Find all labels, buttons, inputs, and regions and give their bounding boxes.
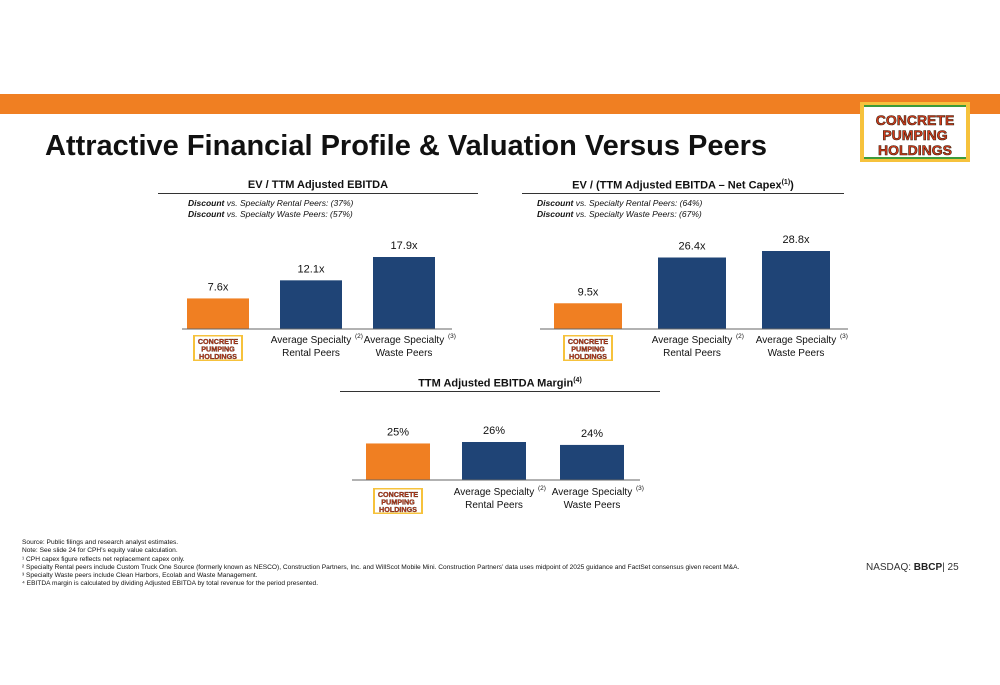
margin-rental-label: Average Specialty Rental Peers (2) — [454, 485, 546, 511]
ev-ebitda-data-label-1: 12.1x — [298, 263, 325, 275]
ev-ebitda-waste-label-note: (3) — [448, 333, 456, 340]
margin-bar-2 — [560, 444, 624, 480]
ev-capex-discounts: Discount vs. Specialty Rental Peers: (64… — [537, 198, 702, 220]
margin-waste-label-note: (3) — [636, 485, 644, 492]
margin-waste-label-line2: Waste Peers — [564, 500, 621, 511]
svg-text:HOLDINGS: HOLDINGS — [878, 142, 952, 158]
ev-ebitda-waste-label-line2: Waste Peers — [376, 348, 433, 359]
page-number: | 25 — [942, 562, 959, 573]
margin-data-label-0: 25% — [387, 426, 409, 438]
ev-ebitda-rental-label-line1: Average Specialty — [271, 335, 351, 346]
ev-capex-discount-rental: Discount vs. Specialty Rental Peers: (64… — [537, 198, 703, 208]
svg-text:HOLDINGS: HOLDINGS — [199, 352, 237, 361]
ev-ebitda-discount-rental: Discount vs. Specialty Rental Peers: (37… — [188, 198, 354, 208]
ev-capex-data-label-2: 28.8x — [783, 234, 810, 246]
page-title: Attractive Financial Profile & Valuation… — [45, 130, 768, 162]
ev-capex-waste-label: Average Specialty Waste Peers (3) — [756, 333, 848, 359]
footnote-4: ⁴ EBITDA margin is calculated by dividin… — [22, 580, 319, 588]
ev-ebitda-waste-label-line1: Average Specialty — [364, 335, 444, 346]
ev-ebitda-data-label-2: 17.9x — [391, 240, 418, 252]
ev-capex-data-label-0: 9.5x — [578, 286, 599, 298]
ev-ebitda-bar-1 — [280, 280, 342, 329]
header-accent-bar — [0, 94, 1000, 114]
ev-ebitda-title: EV / TTM Adjusted EBITDA — [247, 179, 389, 191]
margin-bar-0 — [366, 443, 430, 480]
ev-capex-waste-label-note: (3) — [840, 333, 848, 340]
ev-capex-rental-label-line2: Rental Peers — [663, 348, 721, 359]
margin-rental-label-line1: Average Specialty — [454, 487, 534, 498]
ev-ebitda-bar-0 — [187, 298, 249, 329]
margin-title: TTM Adjusted EBITDA Margin(4) — [418, 377, 582, 390]
margin-data-label-2: 24% — [581, 428, 603, 440]
company-logo-graphic: CONCRETE PUMPING HOLDINGS — [860, 102, 970, 162]
ev-ebitda-discounts: Discount vs. Specialty Rental Peers: (37… — [188, 198, 353, 220]
ev-capex-waste-label-line1: Average Specialty — [756, 335, 836, 346]
ev-capex-rental-label-line1: Average Specialty — [652, 335, 732, 346]
svg-text:HOLDINGS: HOLDINGS — [569, 352, 607, 361]
ev-capex-discount-waste: Discount vs. Specialty Waste Peers: (67%… — [537, 209, 702, 219]
ev-ebitda-data-label-0: 7.6x — [208, 281, 229, 293]
svg-text:CONCRETE: CONCRETE — [568, 337, 609, 346]
footnote-source: Source: Public filings and research anal… — [22, 539, 179, 546]
ev-capex-waste-label-line2: Waste Peers — [768, 348, 825, 359]
footnotes: Source: Public filings and research anal… — [22, 539, 739, 589]
margin-title-rule — [340, 391, 660, 392]
svg-text:PUMPING: PUMPING — [882, 127, 947, 143]
margin-data-label-1: 26% — [483, 425, 505, 437]
ev-ebitda-rental-label-note: (2) — [355, 333, 363, 340]
footnote-1: ¹ CPH capex figure reflects net replacem… — [22, 555, 185, 563]
ev-ebitda-discount-waste: Discount vs. Specialty Waste Peers: (57%… — [188, 209, 353, 219]
footnote-2: ² Specialty Rental peers include Custom … — [22, 563, 740, 571]
footnote-3: ³ Specialty Waste peers include Clean Ha… — [22, 572, 258, 580]
margin-rental-label-line2: Rental Peers — [465, 500, 523, 511]
page-footer: NASDAQ: BBCP| 25 — [866, 562, 959, 573]
ev-ebitda-bar-2 — [373, 257, 435, 329]
footnote-note: Note: See slide 24 for CPH’s equity valu… — [22, 547, 178, 555]
svg-text:PUMPING: PUMPING — [381, 498, 415, 507]
ev-capex-bar-1 — [658, 257, 726, 329]
ticker-prefix: NASDAQ: — [866, 562, 914, 573]
margin-bar-1 — [462, 442, 526, 480]
svg-text:CONCRETE: CONCRETE — [876, 112, 955, 128]
svg-text:CONCRETE: CONCRETE — [198, 337, 239, 346]
ev-capex-title-rule — [522, 193, 844, 194]
margin-waste-label: Average Specialty Waste Peers (3) — [552, 485, 644, 511]
ev-capex-rental-label-note: (2) — [736, 333, 744, 340]
svg-text:PUMPING: PUMPING — [201, 345, 235, 354]
ev-ebitda-title-rule — [158, 193, 478, 194]
margin-rental-label-note: (2) — [538, 485, 546, 492]
ev-capex-data-label-1: 26.4x — [679, 241, 706, 253]
ticker: BBCP — [913, 562, 943, 573]
ev-ebitda-rental-label-line2: Rental Peers — [282, 348, 340, 359]
ev-capex-bar-0 — [554, 303, 622, 329]
ev-capex-rental-label: Average Specialty Rental Peers (2) — [652, 333, 744, 359]
svg-text:PUMPING: PUMPING — [571, 345, 605, 354]
ev-ebitda-waste-label: Average Specialty Waste Peers (3) — [364, 333, 456, 359]
ev-capex-bar-2 — [762, 251, 830, 329]
svg-text:CONCRETE: CONCRETE — [378, 490, 419, 499]
ev-ebitda-rental-label: Average Specialty Rental Peers (2) — [271, 333, 363, 359]
company-logo: CONCRETE PUMPING HOLDINGS — [860, 102, 970, 162]
ev-capex-title: EV / (TTM Adjusted EBITDA – Net Capex(1)… — [572, 179, 794, 192]
svg-text:HOLDINGS: HOLDINGS — [379, 505, 417, 514]
margin-waste-label-line1: Average Specialty — [552, 487, 632, 498]
